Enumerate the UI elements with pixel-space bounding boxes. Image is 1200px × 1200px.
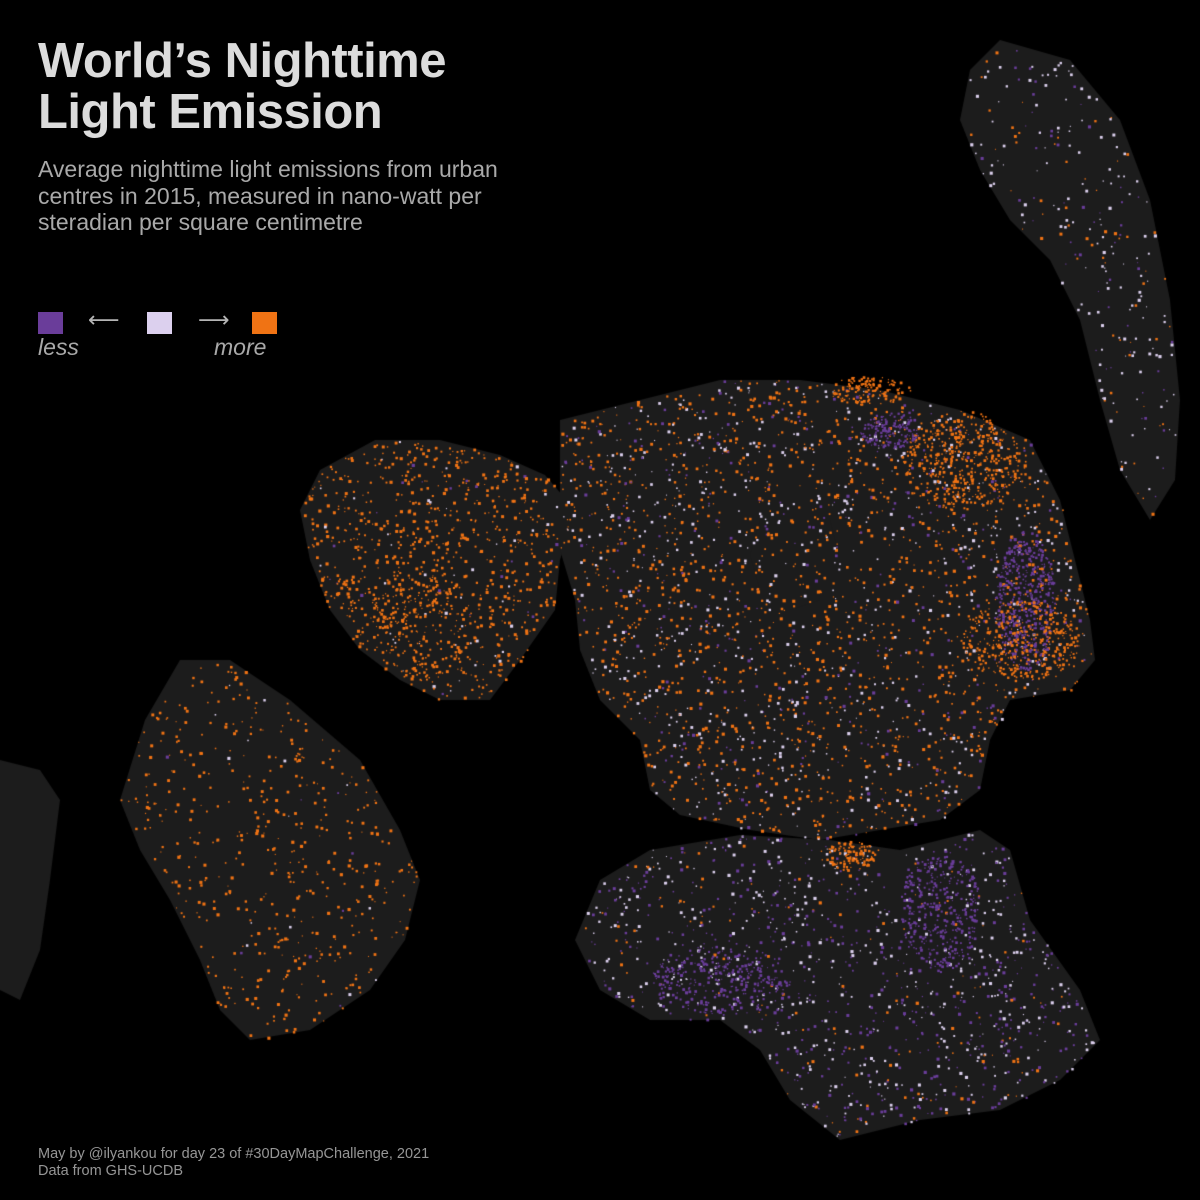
- left-arrow-icon: ⟵: [88, 308, 120, 333]
- legend-swatch-more: [252, 312, 277, 334]
- title-line-2: Light Emission: [38, 85, 383, 139]
- map-title: World’s Nighttime Light Emission: [38, 36, 598, 138]
- map-credits: May by @ilyankou for day 23 of #30DayMap…: [38, 1146, 429, 1180]
- data-source-credit: Data from GHS-UCDB: [38, 1163, 184, 1179]
- legend-swatch-mid: [147, 312, 172, 334]
- legend-label-more: more: [214, 334, 267, 360]
- title-line-1: World’s Nighttime: [38, 34, 447, 88]
- color-legend: ⟵ ⟶ less more: [38, 308, 288, 362]
- map-subtitle: Average nighttime light emissions from u…: [38, 156, 498, 235]
- author-credit: May by @ilyankou for day 23 of #30DayMap…: [38, 1146, 430, 1162]
- right-arrow-icon: ⟶: [198, 308, 230, 333]
- legend-swatch-less: [38, 312, 63, 334]
- legend-label-less: less: [38, 334, 79, 360]
